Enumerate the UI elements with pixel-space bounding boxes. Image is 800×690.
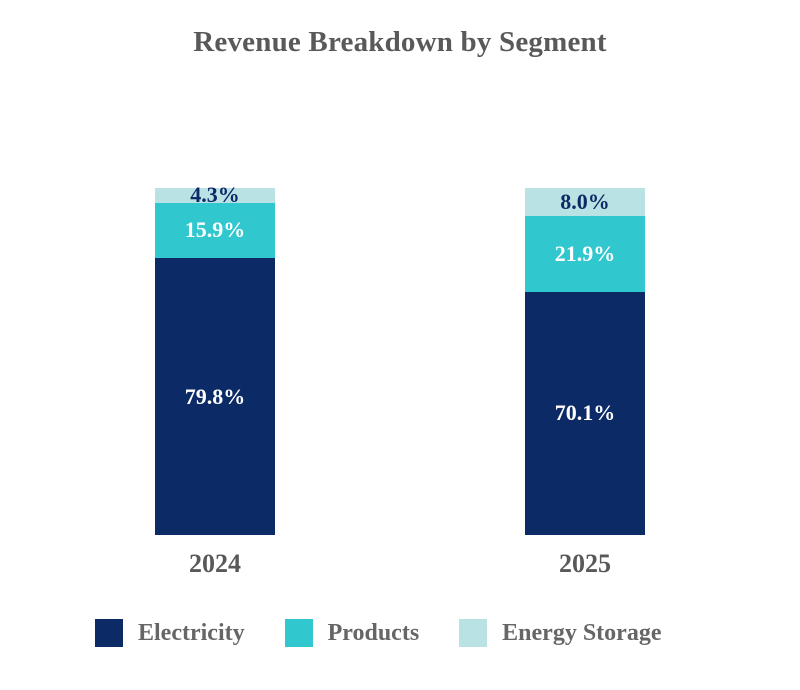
- segment-value-label: 70.1%: [554, 400, 616, 426]
- stacked-bar-2025: 8.0% 21.9% 70.1%: [525, 188, 645, 535]
- category-label: 2025: [559, 549, 611, 578]
- legend-swatch-energy-storage: [459, 619, 488, 647]
- legend-item-electricity: Electricity: [95, 619, 245, 647]
- legend-item-products: Products: [284, 619, 420, 647]
- stacked-bar-2024: 4.3% 15.9% 79.8%: [155, 184, 275, 535]
- legend: Electricity Products Energy Storage: [95, 619, 661, 647]
- legend-label: Electricity: [138, 619, 245, 646]
- legend-swatch-products: [284, 619, 313, 647]
- segment-value-label: 8.0%: [560, 188, 610, 214]
- segment-value-label: 15.9%: [184, 217, 246, 243]
- bar-segment-electricity: 70.1%: [525, 291, 645, 535]
- bar-group-2025: 8.0% 21.9% 70.1% 2025: [525, 188, 645, 579]
- chart-title: Revenue Breakdown by Segment: [193, 26, 607, 58]
- segment-value-label: 4.3%: [190, 182, 240, 208]
- bar-segment-electricity: 79.8%: [155, 258, 275, 535]
- bar-segment-products: 15.9%: [155, 202, 275, 259]
- bar-segment-products: 21.9%: [525, 215, 645, 292]
- legend-label: Products: [327, 619, 420, 646]
- legend-swatch-electricity: [95, 619, 123, 647]
- category-label: 2024: [189, 549, 241, 578]
- bar-group-2024: 4.3% 15.9% 79.8% 2024: [155, 184, 275, 579]
- bar-segment-energy-storage: 8.0%: [525, 188, 645, 216]
- segment-value-label: 21.9%: [554, 240, 616, 266]
- legend-label: Energy Storage: [502, 619, 662, 646]
- bar-segment-energy-storage: 4.3%: [155, 184, 275, 206]
- plot-area: 4.3% 15.9% 79.8% 2024 8.0% 21.9% 70.1% 2025: [0, 184, 800, 579]
- segment-value-label: 79.8%: [184, 383, 246, 409]
- legend-item-energy-storage: Energy Storage: [459, 619, 661, 647]
